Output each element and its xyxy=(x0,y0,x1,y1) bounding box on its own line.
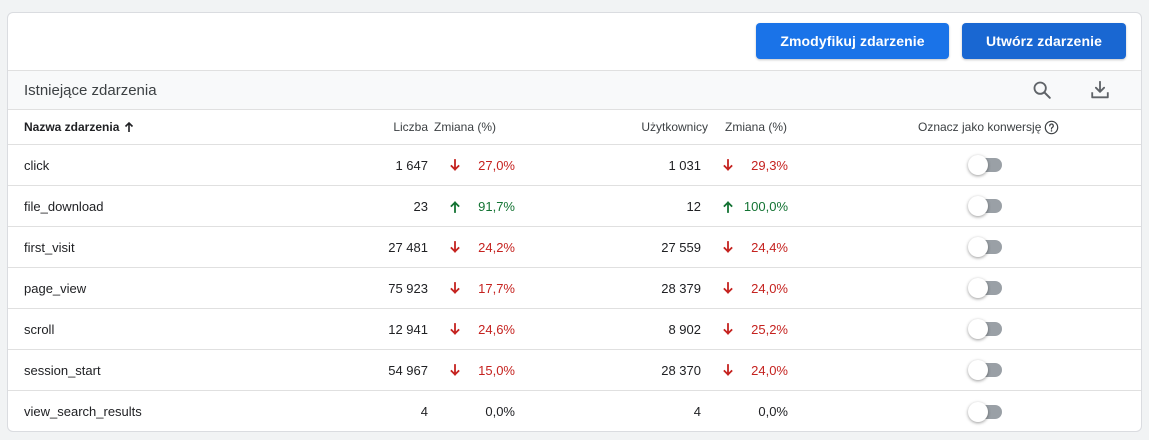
event-count: 1 647 xyxy=(395,157,428,173)
toggle-knob xyxy=(968,360,988,380)
table-header: Nazwa zdarzenia Liczba Zmiana (%) Użytko… xyxy=(8,110,1141,145)
table-row: session_start 54 967 15,0% 28 370 24,0% xyxy=(8,350,1141,391)
conversion-toggle[interactable] xyxy=(968,237,1004,257)
download-icon[interactable] xyxy=(1087,77,1113,103)
event-users-change: 24,0% xyxy=(751,362,788,378)
arrow-down-icon xyxy=(721,145,735,185)
section-header: Istniejące zdarzenia xyxy=(8,70,1141,110)
event-count-change: 17,7% xyxy=(478,280,515,296)
help-icon[interactable] xyxy=(1044,120,1059,135)
event-users: 27 559 xyxy=(661,239,701,255)
conversion-toggle-cell xyxy=(968,391,1004,431)
table-row: scroll 12 941 24,6% 8 902 25,2% xyxy=(8,309,1141,350)
arrow-down-icon xyxy=(448,309,462,349)
conversion-toggle-cell xyxy=(968,145,1004,185)
table-row: view_search_results 4 0,0% 4 0,0% xyxy=(8,391,1141,431)
conversion-toggle[interactable] xyxy=(968,278,1004,298)
arrow-down-icon xyxy=(721,350,735,390)
toolbar: Zmodyfikuj zdarzenie Utwórz zdarzenie xyxy=(8,13,1141,70)
column-header-users-change[interactable]: Zmiana (%) xyxy=(725,120,788,134)
conversion-toggle[interactable] xyxy=(968,196,1004,216)
event-name[interactable]: scroll xyxy=(24,321,55,337)
table-row: page_view 75 923 17,7% 28 379 24,0% xyxy=(8,268,1141,309)
toggle-knob xyxy=(968,278,988,298)
event-users-change: 29,3% xyxy=(751,157,788,173)
event-count: 27 481 xyxy=(388,239,428,255)
event-count: 75 923 xyxy=(388,280,428,296)
conversion-toggle[interactable] xyxy=(968,155,1004,175)
conversion-toggle-cell xyxy=(968,268,1004,308)
event-users-change: 0,0% xyxy=(758,404,788,419)
arrow-down-icon xyxy=(721,268,735,308)
event-name[interactable]: click xyxy=(24,157,50,173)
event-users: 28 379 xyxy=(661,280,701,296)
create-event-button[interactable]: Utwórz zdarzenie xyxy=(962,23,1126,59)
section-title: Istniejące zdarzenia xyxy=(24,82,157,99)
column-header-users[interactable]: Użytkownicy xyxy=(641,120,708,134)
event-users: 28 370 xyxy=(661,362,701,378)
event-count-change: 15,0% xyxy=(478,362,515,378)
event-name[interactable]: page_view xyxy=(24,280,87,296)
event-users: 8 902 xyxy=(668,321,701,337)
event-users: 1 031 xyxy=(668,157,701,173)
event-name[interactable]: file_download xyxy=(24,198,104,214)
arrow-down-icon xyxy=(721,227,735,267)
table-row: click 1 647 27,0% 1 031 29,3% xyxy=(8,145,1141,186)
arrow-down-icon xyxy=(448,145,462,185)
arrow-down-icon xyxy=(448,227,462,267)
event-count-change: 91,7% xyxy=(478,198,515,214)
event-count-change: 24,6% xyxy=(478,321,515,337)
event-users-change: 100,0% xyxy=(743,198,788,214)
event-users-change: 24,0% xyxy=(751,280,788,296)
toggle-knob xyxy=(968,319,988,339)
column-header-name[interactable]: Nazwa zdarzenia xyxy=(24,110,135,144)
event-name[interactable]: view_search_results xyxy=(24,404,142,419)
event-count-change: 0,0% xyxy=(485,404,515,419)
conversion-toggle-cell xyxy=(968,186,1004,226)
event-count-change: 24,2% xyxy=(478,239,515,255)
conversion-toggle[interactable] xyxy=(968,401,1004,422)
column-header-conversion: Oznacz jako konwersję xyxy=(918,110,1059,144)
conversion-toggle[interactable] xyxy=(968,319,1004,339)
toggle-knob xyxy=(968,196,988,216)
column-header-conversion-label: Oznacz jako konwersję xyxy=(918,120,1042,134)
arrow-down-icon xyxy=(448,350,462,390)
column-header-count[interactable]: Liczba xyxy=(393,120,428,134)
event-count: 4 xyxy=(420,404,428,419)
event-count: 12 941 xyxy=(388,321,428,337)
column-header-count-change[interactable]: Zmiana (%) xyxy=(434,120,497,134)
arrow-down-icon xyxy=(721,309,735,349)
toggle-knob xyxy=(968,155,988,175)
conversion-toggle-cell xyxy=(968,227,1004,267)
events-card: Zmodyfikuj zdarzenie Utwórz zdarzenie Is… xyxy=(7,12,1142,432)
modify-event-button[interactable]: Zmodyfikuj zdarzenie xyxy=(756,23,949,59)
toggle-knob xyxy=(968,237,988,257)
event-users: 12 xyxy=(686,198,701,214)
event-name[interactable]: session_start xyxy=(24,362,101,378)
arrow-up-icon xyxy=(123,121,135,133)
conversion-toggle-cell xyxy=(968,309,1004,349)
search-icon[interactable] xyxy=(1029,77,1055,103)
event-users: 4 xyxy=(693,404,701,419)
toggle-knob xyxy=(968,401,988,422)
event-count: 23 xyxy=(413,198,428,214)
table-row: first_visit 27 481 24,2% 27 559 24,4% xyxy=(8,227,1141,268)
arrow-down-icon xyxy=(448,268,462,308)
event-name[interactable]: first_visit xyxy=(24,239,75,255)
event-users-change: 24,4% xyxy=(751,239,788,255)
conversion-toggle-cell xyxy=(968,350,1004,390)
table-row: file_download 23 91,7% 12 100,0% xyxy=(8,186,1141,227)
table-body: click 1 647 27,0% 1 031 29,3% file_download 23… xyxy=(8,145,1141,431)
arrow-up-icon xyxy=(721,186,735,226)
conversion-toggle[interactable] xyxy=(968,360,1004,380)
event-count-change: 27,0% xyxy=(478,157,515,173)
column-header-name-label: Nazwa zdarzenia xyxy=(24,120,120,134)
event-count: 54 967 xyxy=(388,362,428,378)
event-users-change: 25,2% xyxy=(751,321,788,337)
arrow-up-icon xyxy=(448,186,462,226)
